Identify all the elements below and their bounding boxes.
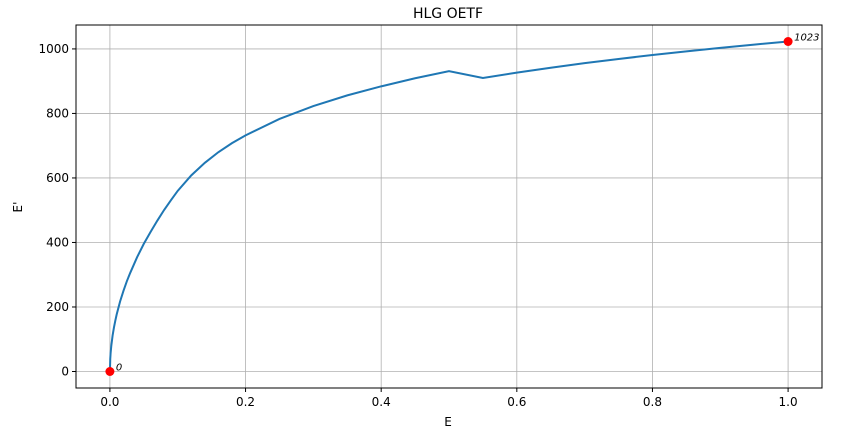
plot-frame xyxy=(75,24,823,389)
marker-point xyxy=(783,37,793,46)
x-tick-label: 0.4 xyxy=(372,395,391,409)
x-tick-label: 0.8 xyxy=(643,395,662,409)
y-tick-label: 0 xyxy=(61,365,69,379)
point-label: 0 xyxy=(116,363,122,374)
y-axis: 0 200 400 600 800 1000 xyxy=(38,42,76,379)
x-tick-label: 0.0 xyxy=(100,395,119,409)
y-axis-label: E' xyxy=(11,202,25,213)
plot-area xyxy=(108,40,789,372)
series-line xyxy=(108,40,789,372)
y-tick-label: 600 xyxy=(46,171,69,185)
x-tick-label: 0.2 xyxy=(236,395,255,409)
x-axis-label: E xyxy=(444,415,452,429)
x-axis: 0.0 0.2 0.4 0.6 0.8 1.0 xyxy=(100,388,798,409)
chart-title: HLG OETF xyxy=(413,6,483,22)
y-tick-label: 200 xyxy=(46,300,69,314)
point-label: 1023 xyxy=(794,33,819,44)
y-tick-label: 1000 xyxy=(38,42,69,56)
y-tick-label: 800 xyxy=(46,106,69,120)
annotated-points: 0 1023 xyxy=(105,33,820,376)
y-tick-label: 400 xyxy=(46,235,69,249)
grid xyxy=(76,25,822,388)
x-tick-label: 1.0 xyxy=(779,395,798,409)
marker-point xyxy=(105,367,115,376)
x-tick-label: 0.6 xyxy=(507,395,526,409)
